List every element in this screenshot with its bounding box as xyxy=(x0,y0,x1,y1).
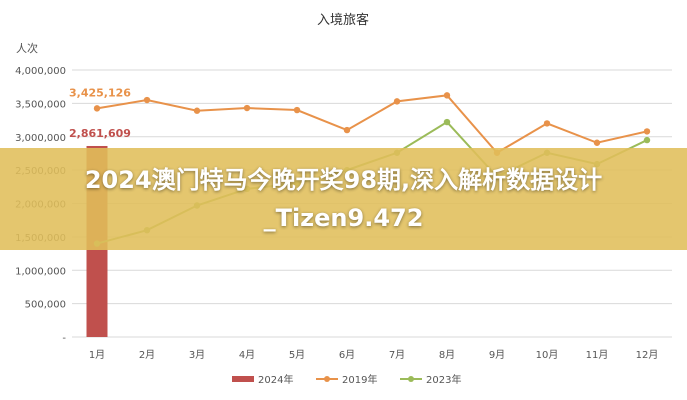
y-tick-label: 3,000,000 xyxy=(15,133,66,144)
chart-title: 入境旅客 xyxy=(317,12,369,28)
y-axis-label: 人次 xyxy=(16,41,38,55)
x-tick-label: 8月 xyxy=(439,349,455,361)
x-tick-label: 12月 xyxy=(636,349,659,361)
data-label: 3,425,126 xyxy=(69,86,131,99)
data-point-2019年 xyxy=(143,96,151,104)
x-tick-label: 3月 xyxy=(189,349,205,361)
data-point-2019年 xyxy=(393,98,401,105)
x-tick-label: 4月 xyxy=(239,349,255,361)
y-tick-label: 1,000,000 xyxy=(15,266,66,277)
legend-marker xyxy=(408,376,414,382)
x-tick-label: 6月 xyxy=(339,349,355,361)
x-tick-label: 5月 xyxy=(289,349,305,361)
promo-banner: 2024澳门特马今晚开奖98期,深入解析数据设计_Tizen9.472 xyxy=(0,148,687,250)
legend-swatch xyxy=(232,376,254,382)
x-tick-label: 2月 xyxy=(139,349,155,361)
legend-marker xyxy=(324,376,330,382)
data-point-2019年 xyxy=(443,92,451,99)
banner-text: 2024澳门特马今晚开奖98期,深入解析数据设计_Tizen9.472 xyxy=(84,166,603,232)
series-line-2019年 xyxy=(96,94,648,155)
data-label: 2,861,609 xyxy=(69,127,131,140)
data-point-2019年 xyxy=(243,104,251,112)
legend-label: 2024年 xyxy=(258,373,293,386)
data-point-2019年 xyxy=(543,120,551,127)
data-point-2019年 xyxy=(93,105,101,112)
y-tick-label: - xyxy=(62,333,66,344)
x-tick-label: 1月 xyxy=(89,349,105,361)
x-tick-label: 10月 xyxy=(536,349,559,361)
data-point-2019年 xyxy=(293,106,301,114)
x-tick-label: 7月 xyxy=(389,349,405,361)
x-tick-label: 11月 xyxy=(586,349,609,361)
data-point-2023年 xyxy=(443,118,451,126)
data-point-2019年 xyxy=(343,126,351,134)
data-point-2019年 xyxy=(643,128,651,135)
legend-label: 2019年 xyxy=(342,373,377,386)
x-tick-label: 9月 xyxy=(489,349,505,361)
y-tick-label: 4,000,000 xyxy=(15,66,66,77)
data-point-2019年 xyxy=(193,107,201,114)
y-tick-label: 500,000 xyxy=(25,300,66,311)
legend-label: 2023年 xyxy=(426,373,461,386)
data-point-2019年 xyxy=(593,139,601,146)
y-tick-label: 3,500,000 xyxy=(15,99,66,110)
data-point-2023年 xyxy=(643,136,651,144)
